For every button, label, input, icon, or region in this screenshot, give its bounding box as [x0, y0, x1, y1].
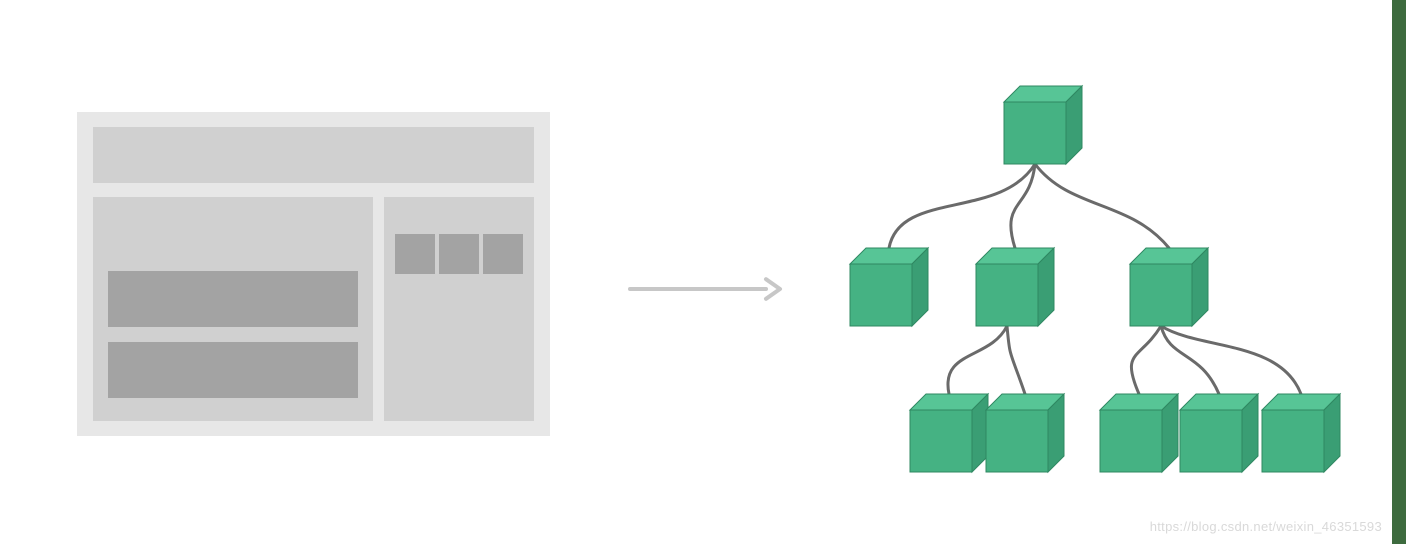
tree-nodes: [0, 0, 1406, 544]
watermark-text: https://blog.csdn.net/weixin_46351593: [1150, 519, 1382, 534]
tree-node-cube: [1130, 248, 1208, 326]
tree-node-cube: [1004, 86, 1082, 164]
tree-node-cube: [1180, 394, 1258, 472]
tree-node-cube: [1262, 394, 1340, 472]
tree-node-cube: [1100, 394, 1178, 472]
tree-node-cube: [910, 394, 988, 472]
tree-node-cube: [976, 248, 1054, 326]
diagram-stage: https://blog.csdn.net/weixin_46351593: [0, 0, 1406, 544]
tree-node-cube: [850, 248, 928, 326]
tree-node-cube: [986, 394, 1064, 472]
